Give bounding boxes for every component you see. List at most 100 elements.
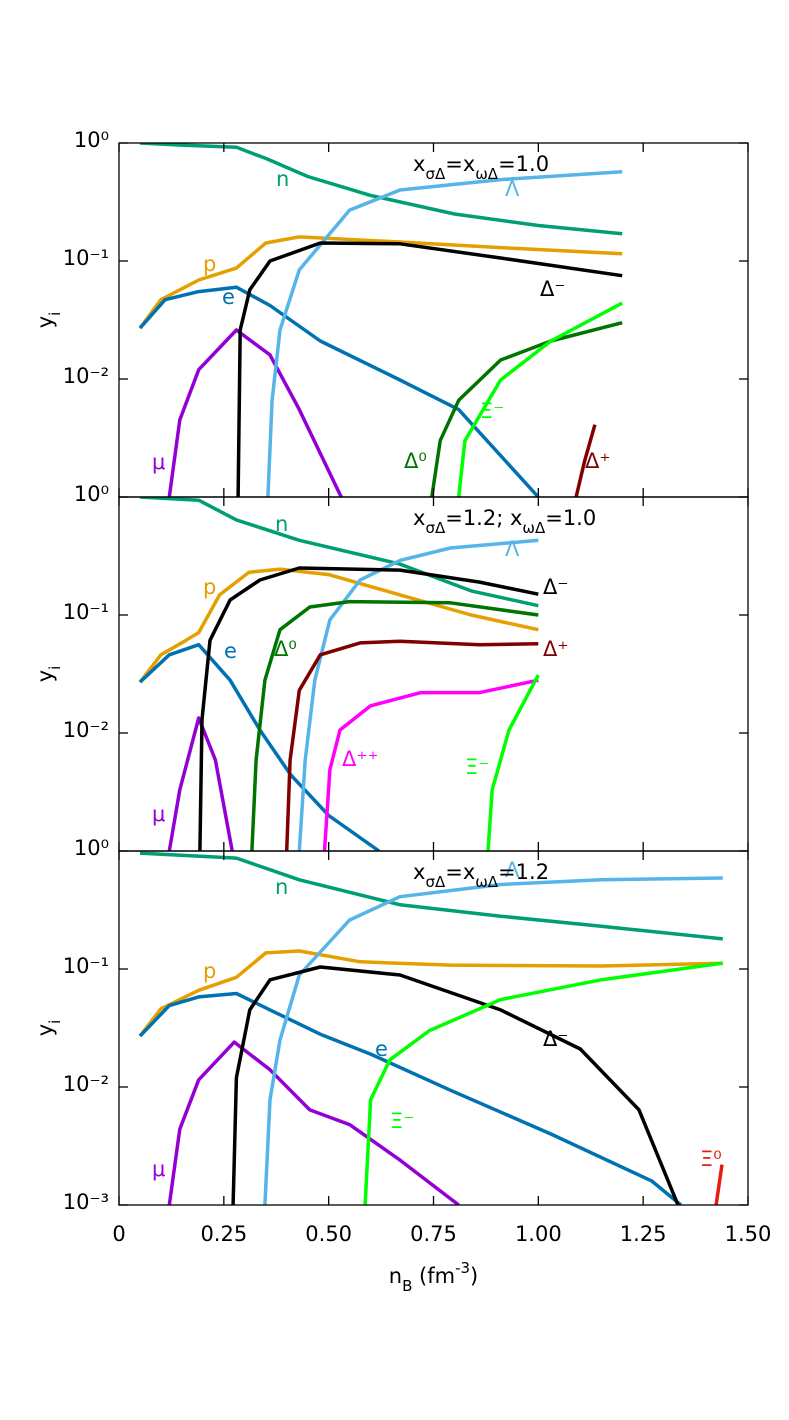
curve-label: e (224, 639, 237, 663)
annotation-part: x (413, 152, 425, 176)
curve (297, 538, 539, 851)
curve-label: Λ (505, 537, 520, 561)
y-tick-label: 10⁻² (63, 718, 109, 742)
curve (231, 965, 680, 1205)
y-tick-label: 10⁻² (63, 1072, 109, 1096)
annotation-part: ωΔ (522, 519, 546, 537)
curve-label: Δ⁰ (274, 637, 297, 661)
curve-label: Δ⁻ (543, 1027, 568, 1051)
curve-label: Δ⁺⁺ (342, 747, 379, 771)
plot-frame (118, 496, 749, 852)
y-axis-label: yi (33, 312, 64, 329)
curve-label: Δ⁻ (540, 277, 565, 301)
y-axis-label: yi (33, 666, 64, 683)
curve (139, 143, 623, 236)
curve-label: e (222, 285, 235, 309)
curve (138, 567, 539, 684)
curve (167, 1040, 460, 1205)
curve (138, 235, 623, 330)
curve (263, 876, 723, 1205)
curve (167, 716, 234, 851)
curve (284, 639, 539, 851)
y-axis-label: yi (33, 1020, 64, 1037)
annotation: xσΔ=1.2; xωΔ=1.0 (413, 506, 596, 537)
annotation-part: σΔ (425, 165, 446, 183)
plot-frame (118, 142, 749, 498)
curve-label: n (276, 167, 289, 191)
y-tick-label: 10⁻¹ (63, 600, 109, 624)
y-axis-label-part: i (46, 1020, 64, 1024)
y-axis-label-part: y (33, 1024, 57, 1036)
curve (266, 170, 623, 497)
curve (167, 328, 343, 497)
x-tick-label: 1.25 (620, 1222, 667, 1246)
y-tick-label: 10⁻¹ (63, 246, 109, 270)
curve-label: Δ⁻ (543, 575, 568, 599)
curve (139, 497, 539, 608)
x-tick-label: 0 (112, 1222, 125, 1246)
annotation-part: ωΔ (475, 873, 499, 891)
curve (456, 301, 624, 497)
annotation-part: =1.2 (498, 860, 549, 884)
annotation-part: =1.2; x (445, 506, 522, 530)
y-tick-label: 10⁻³ (63, 1190, 109, 1214)
y-tick-label: 10⁻² (63, 364, 109, 388)
y-axis-label-part: y (33, 316, 57, 328)
x-axis-label-part: (fm (412, 1264, 455, 1288)
curve-label: n (275, 875, 288, 899)
curve-label: n (275, 512, 288, 536)
x-axis-label-part: B (402, 1277, 412, 1295)
curve-label: Λ (505, 177, 520, 201)
x-axis-label-part: n (389, 1264, 402, 1288)
annotation-part: =1.0 (498, 152, 549, 176)
curve (363, 961, 724, 1205)
curve-label: μ (152, 1157, 165, 1181)
curve (138, 949, 723, 1038)
x-axis-label-part: ) (470, 1264, 478, 1288)
curve-label: Δ⁰ (404, 449, 427, 473)
annotation: xσΔ=xωΔ=1.0 (413, 152, 549, 183)
curve (486, 674, 540, 851)
curve (236, 241, 623, 497)
x-tick-label: 1.00 (515, 1222, 562, 1246)
y-axis-label-part: i (46, 312, 64, 316)
curve (138, 285, 540, 497)
curve (138, 642, 381, 851)
curve-label: Δ⁺ (585, 449, 610, 473)
curve (714, 1164, 724, 1205)
curve (322, 678, 539, 851)
annotation-part: =x (445, 152, 475, 176)
curve (574, 424, 597, 497)
curve-label: μ (152, 802, 165, 826)
annotation-part: σΔ (425, 519, 446, 537)
curve-label: Ξ⁻ (465, 755, 489, 779)
x-tick-label: 0.50 (305, 1222, 352, 1246)
curve-label: e (375, 1037, 388, 1061)
annotation-part: x (413, 860, 425, 884)
curve-label: Ξ⁻ (390, 1109, 414, 1133)
x-axis-label: nB (fm-3) (389, 1259, 479, 1295)
y-tick-label: 10⁰ (74, 482, 109, 506)
y-tick-label: 10⁰ (74, 128, 109, 152)
curve-label: p (203, 575, 216, 599)
curve (139, 851, 723, 941)
annotation-part: ωΔ (475, 165, 499, 183)
curve-label: μ (152, 450, 165, 474)
curve-label: Λ (505, 858, 520, 882)
x-tick-label: 0.25 (200, 1222, 247, 1246)
curve (138, 991, 683, 1205)
curve-label: Ξ⁰ (700, 1147, 722, 1171)
annotation-part: =x (445, 860, 475, 884)
curve (198, 566, 539, 851)
annotation: xσΔ=xωΔ=1.2 (413, 860, 549, 891)
curve (250, 599, 539, 851)
x-tick-label: 1.50 (725, 1222, 772, 1246)
annotation-part: x (413, 506, 425, 530)
y-tick-label: 10⁻¹ (63, 954, 109, 978)
x-axis-label-part: -3 (455, 1259, 470, 1277)
annotation-part: σΔ (425, 873, 446, 891)
curve-label: p (203, 252, 216, 276)
annotation-part: =1.0 (545, 506, 596, 530)
y-tick-label: 10⁰ (74, 836, 109, 860)
